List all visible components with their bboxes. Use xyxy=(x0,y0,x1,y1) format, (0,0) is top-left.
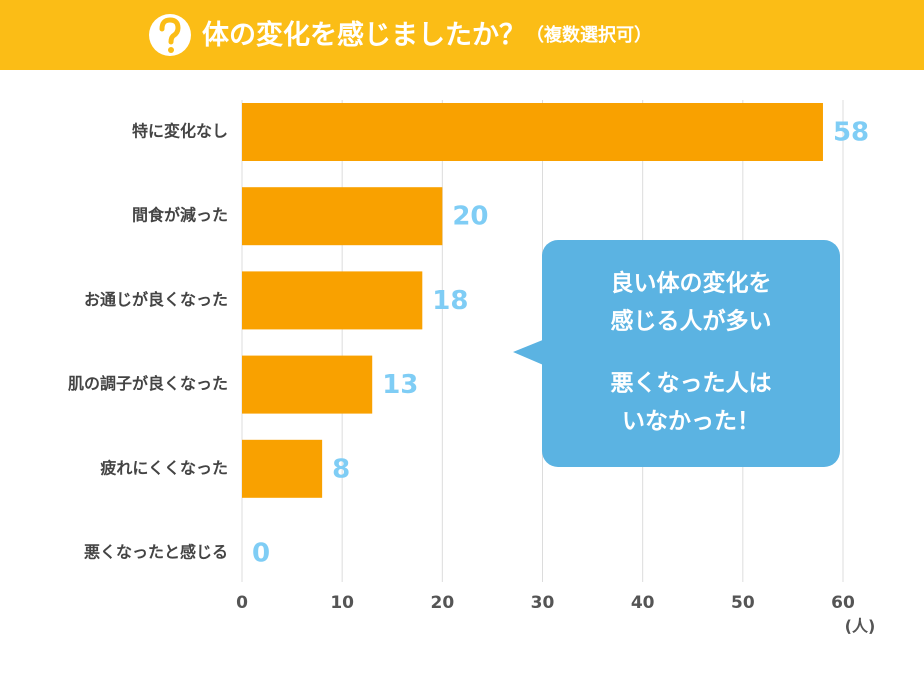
value-label: 58 xyxy=(833,118,869,148)
bar xyxy=(242,271,423,330)
value-label: 8 xyxy=(332,454,350,484)
x-tick-label: 30 xyxy=(531,593,555,613)
bar xyxy=(242,439,323,498)
callout-box xyxy=(542,240,840,467)
y-tick-label: 疲れにくくなった xyxy=(100,458,228,477)
x-tick-label: 60 xyxy=(831,593,855,613)
x-tick-label: 20 xyxy=(430,593,454,613)
y-tick-label: 間食が減った xyxy=(132,206,228,225)
chart-subtitle: （複数選択可） xyxy=(526,24,652,46)
value-label: 13 xyxy=(382,370,418,400)
question-glyph xyxy=(159,17,181,45)
bar xyxy=(242,187,443,246)
value-label: 18 xyxy=(432,286,468,316)
question-dot xyxy=(168,47,174,53)
callout-text: いなかった！ xyxy=(622,409,760,435)
y-tick-label: 悪くなったと感じる xyxy=(84,543,228,562)
chart-title: 体の変化を感じましたか？ xyxy=(202,19,526,51)
value-label: 20 xyxy=(452,202,488,232)
y-tick-label: お通じが良くなった xyxy=(84,290,228,309)
callout-text: 感じる人が多い xyxy=(611,308,772,335)
question-icon xyxy=(149,14,191,56)
header-title: 体の変化を感じましたか？（複数選択可） xyxy=(202,19,652,51)
callout-text: 悪くなった人は xyxy=(611,371,772,397)
y-tick-label: 肌の調子が良くなった xyxy=(68,374,228,393)
x-tick-label: 40 xyxy=(631,593,655,613)
callout-text: 良い体の変化を xyxy=(611,270,772,297)
x-tick-label: 50 xyxy=(731,593,755,613)
x-tick-label: 10 xyxy=(330,593,354,613)
y-tick-label: 特に変化なし xyxy=(132,122,228,141)
bar xyxy=(242,103,823,161)
bar xyxy=(242,355,373,414)
x-axis-label: (人) xyxy=(845,617,876,636)
x-tick-label: 0 xyxy=(236,593,248,613)
value-label: 0 xyxy=(252,539,270,569)
